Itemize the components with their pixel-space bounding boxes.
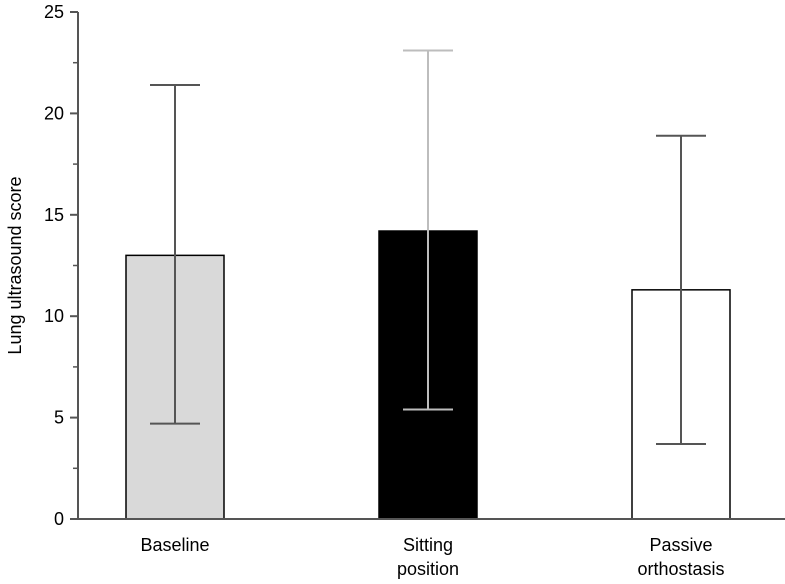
x-category-label: Passive orthostasis: [637, 535, 724, 579]
x-category-label: Sitting position: [397, 535, 459, 579]
y-tick-label: 15: [44, 205, 64, 225]
x-category-label: Baseline: [140, 535, 209, 555]
x-category-label-line: Passive: [649, 535, 712, 555]
error-bar-2: [403, 49, 453, 411]
x-category-label-line: orthostasis: [637, 559, 724, 579]
y-tick-label: 5: [54, 408, 64, 428]
y-axis-title: Lung ultrasound score: [5, 176, 25, 354]
error-bar-1: [150, 84, 200, 425]
y-tick-label: 0: [54, 509, 64, 529]
plot-area: 0 5 10 15 20 25 Baseline Sitting position Passive…: [44, 2, 785, 579]
y-tick-label: 10: [44, 306, 64, 326]
x-category-label-line: Baseline: [140, 535, 209, 555]
y-tick-label: 20: [44, 103, 64, 123]
x-category-label-line: position: [397, 559, 459, 579]
y-tick-label: 25: [44, 2, 64, 22]
x-category-label-line: Sitting: [403, 535, 453, 555]
error-bar-3: [656, 134, 706, 445]
